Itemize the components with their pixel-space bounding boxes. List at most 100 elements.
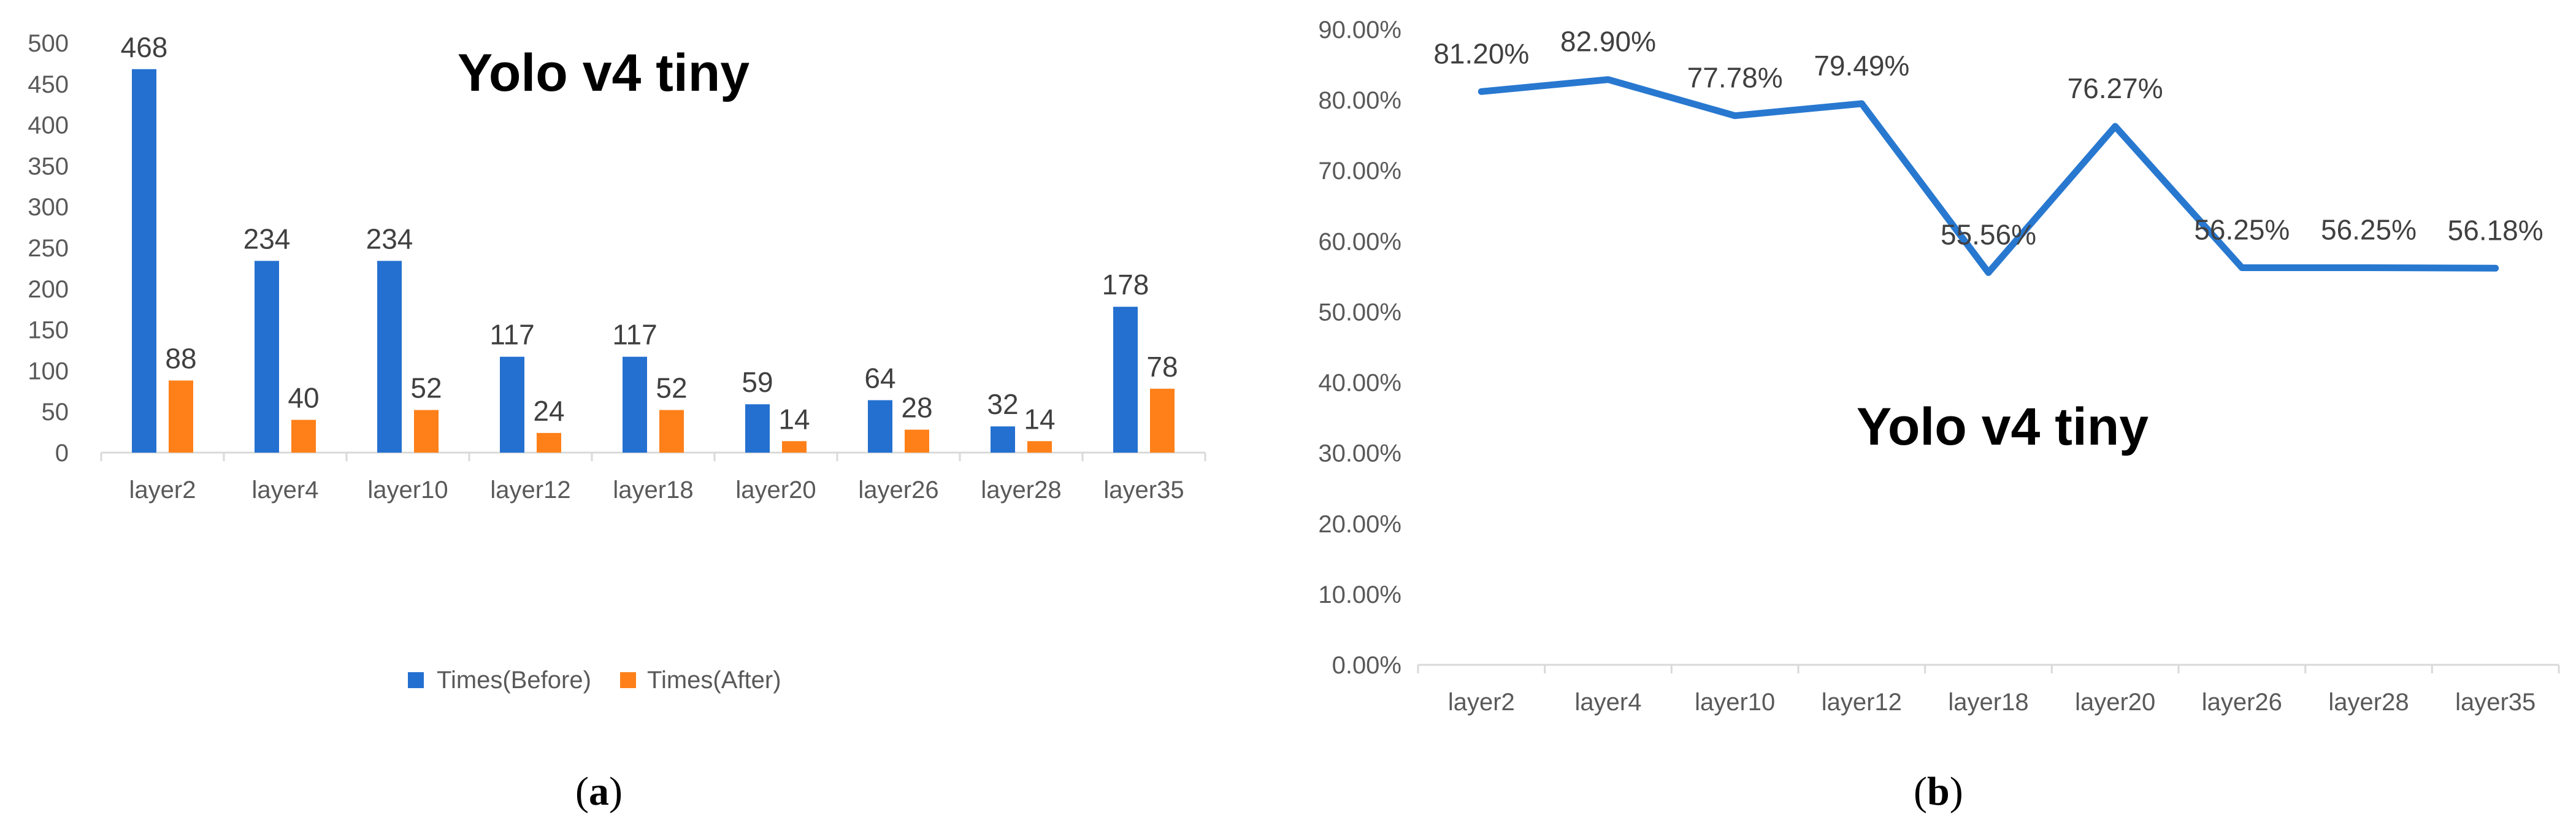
chart-b-title: Yolo v4 tiny <box>1857 397 2149 456</box>
y-tick-label: 150 <box>28 317 69 344</box>
chart-b-line: 81.20% 82.90% 77.78% 79.49% 55.56% 76.27% 56.2… <box>1433 26 2543 276</box>
chart-a-axes: 0 50 100 150 200 250 300 350 400 450 500 layer2 laye… <box>28 30 1206 504</box>
x-tick-label: layer26 <box>2202 689 2282 716</box>
data-label: 64 <box>864 362 895 394</box>
bar <box>868 400 892 453</box>
data-label: 88 <box>165 342 196 374</box>
bar <box>291 420 316 453</box>
legend-label-times-before: Times(Before) <box>437 667 591 694</box>
bar <box>1113 307 1138 453</box>
data-label: 56.25% <box>2321 214 2417 246</box>
data-label: 52 <box>656 372 687 404</box>
x-tick-label: layer4 <box>252 477 319 504</box>
x-tick-label: layer20 <box>735 477 816 504</box>
x-tick-label: layer2 <box>129 477 196 504</box>
y-tick-label: 10.00% <box>1318 581 1401 608</box>
y-tick-label: 70.00% <box>1318 158 1401 185</box>
x-tick-label: layer10 <box>1695 689 1775 716</box>
y-tick-label: 0.00% <box>1332 652 1401 679</box>
data-label: 468 <box>121 31 168 63</box>
bar <box>659 410 684 453</box>
data-label: 14 <box>1024 403 1055 435</box>
x-tick-label: layer28 <box>2328 689 2409 716</box>
bar <box>377 261 402 453</box>
bar <box>537 432 561 453</box>
bar <box>255 261 279 453</box>
bar <box>991 426 1015 453</box>
bar <box>1150 388 1175 453</box>
panel-letter-b: b <box>1927 769 1950 814</box>
y-tick-label: 250 <box>28 235 69 262</box>
data-label: 117 <box>489 319 534 351</box>
y-tick-label: 80.00% <box>1318 87 1401 114</box>
legend-swatch-times-after <box>620 672 636 688</box>
panel-label-a: (a) <box>575 769 623 814</box>
chart-b: Yolo v4 tiny 0.00% 10.00% 20.00% 30.00% 40.0… <box>1318 17 2560 716</box>
y-tick-label: 400 <box>28 112 69 139</box>
x-tick-label: layer4 <box>1575 689 1642 716</box>
x-tick-label: layer28 <box>981 477 1061 504</box>
data-label: 76.27% <box>2068 72 2163 104</box>
data-label: 77.78% <box>1687 62 1783 94</box>
data-label: 59 <box>742 366 773 398</box>
bar <box>132 69 156 453</box>
data-label: 79.49% <box>1814 50 1909 82</box>
data-label: 56.18% <box>2448 214 2543 246</box>
data-label: 78 <box>1146 351 1178 383</box>
data-label: 234 <box>366 223 413 255</box>
bar <box>414 410 439 453</box>
bar <box>500 356 524 453</box>
panel-label-b: (b) <box>1914 769 1963 814</box>
x-tick-label: layer12 <box>490 477 570 504</box>
y-tick-label: 90.00% <box>1318 17 1401 44</box>
x-tick-label: layer20 <box>2075 689 2155 716</box>
data-label: 234 <box>243 223 291 255</box>
panel-letter-a: a <box>589 769 609 814</box>
y-tick-label: 200 <box>28 276 69 303</box>
data-label: 40 <box>288 382 319 414</box>
x-tick-label: layer26 <box>858 477 938 504</box>
data-label: 14 <box>778 403 810 435</box>
series-line <box>1478 76 2499 276</box>
y-tick-label: 0 <box>55 440 69 467</box>
bar <box>905 429 929 453</box>
x-tick-label: layer12 <box>1822 689 1902 716</box>
y-tick-label: 50.00% <box>1318 299 1401 326</box>
chart-a-title: Yolo v4 tiny <box>458 44 749 102</box>
legend-swatch-times-before <box>408 672 424 688</box>
x-tick-label: layer2 <box>1448 689 1515 716</box>
bar <box>623 356 647 453</box>
data-label: 82.90% <box>1560 26 1656 58</box>
chart-a-legend: Times(Before) Times(After) <box>408 667 781 694</box>
y-tick-label: 350 <box>28 153 69 180</box>
y-tick-label: 40.00% <box>1318 370 1401 397</box>
chart-b-axes: 0.00% 10.00% 20.00% 30.00% 40.00% 50.00% 60.00… <box>1318 17 2560 716</box>
data-label: 178 <box>1102 269 1149 301</box>
y-tick-label: 500 <box>28 30 69 57</box>
y-tick-label: 300 <box>28 194 69 221</box>
y-tick-label: 20.00% <box>1318 511 1401 538</box>
chart-a: Yolo v4 tiny 0 50 100 150 200 250 300 350 400 450… <box>28 30 1206 694</box>
legend-label-times-after: Times(After) <box>647 667 781 694</box>
x-tick-label: layer10 <box>367 477 448 504</box>
data-label: 56.25% <box>2194 214 2290 246</box>
bar <box>169 380 193 453</box>
bar <box>745 404 770 453</box>
x-tick-label: layer35 <box>1103 477 1184 504</box>
data-label: 24 <box>533 395 564 427</box>
chart-a-bars: 468 234 234 117 117 59 64 32 178 88 40 52 24 52 14 28 14… <box>121 31 1178 453</box>
data-label: 81.20% <box>1433 37 1529 69</box>
y-tick-label: 450 <box>28 71 69 98</box>
y-tick-label: 60.00% <box>1318 228 1401 255</box>
x-tick-label: layer18 <box>1948 689 2028 716</box>
x-tick-label: layer35 <box>2455 689 2536 716</box>
data-label: 117 <box>612 319 657 351</box>
data-label: 52 <box>410 372 442 404</box>
y-tick-label: 50 <box>42 399 69 426</box>
bar <box>782 441 807 453</box>
data-label: 32 <box>987 388 1018 420</box>
bar <box>1027 441 1052 453</box>
x-tick-label: layer18 <box>613 477 693 504</box>
y-tick-label: 100 <box>28 358 69 385</box>
